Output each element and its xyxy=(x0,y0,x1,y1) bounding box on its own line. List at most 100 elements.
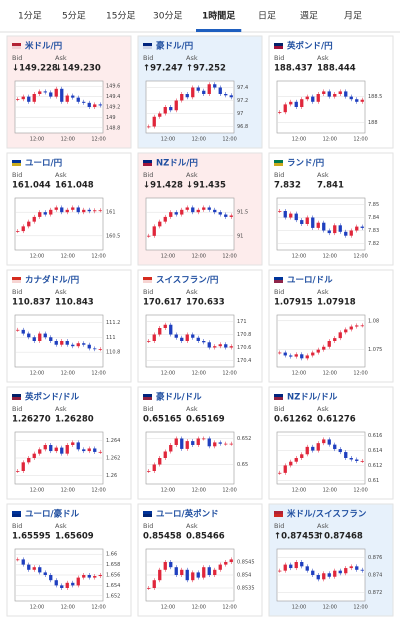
candle xyxy=(213,569,217,575)
x-tick-label: 12:00 xyxy=(30,254,44,260)
candle xyxy=(311,446,315,451)
candle xyxy=(82,575,86,578)
ask-value: 110.843 xyxy=(55,298,94,308)
candle xyxy=(174,567,178,575)
candle xyxy=(43,572,47,575)
candle xyxy=(224,94,228,96)
candle xyxy=(224,344,228,348)
y-tick-label: 110.8 xyxy=(106,350,120,356)
x-tick-label: 12:00 xyxy=(353,137,367,143)
candle xyxy=(300,354,304,359)
candle xyxy=(54,341,58,345)
candle xyxy=(333,570,337,577)
tab[interactable]: 5分足 xyxy=(62,11,86,22)
ask-label: Ask xyxy=(55,288,67,296)
candle xyxy=(158,328,162,335)
bid-label: Bid xyxy=(274,54,284,62)
y-tick-label: 91.5 xyxy=(237,210,248,216)
pair-title[interactable]: 豪ドル/円 xyxy=(156,41,193,52)
x-tick-label: 12:00 xyxy=(91,488,105,494)
bid-value: 0.85458 xyxy=(143,532,182,542)
candle xyxy=(185,207,189,210)
bid-value: 170.617 xyxy=(143,298,182,308)
candle xyxy=(43,333,47,338)
x-tick-label: 12:00 xyxy=(353,488,367,494)
pair-title[interactable]: ユーロ/円 xyxy=(25,159,62,169)
pair-title[interactable]: 英ポンド/円 xyxy=(286,41,333,52)
candle xyxy=(196,337,200,341)
pair-title[interactable]: NZドル/ドル xyxy=(287,393,338,403)
candle xyxy=(152,116,156,127)
candle xyxy=(305,446,309,455)
flag-stripe xyxy=(274,514,283,517)
candle xyxy=(169,445,173,452)
tab[interactable]: 15分足 xyxy=(106,11,135,22)
candle xyxy=(322,222,326,231)
y-tick-label: 170.6 xyxy=(237,345,251,351)
candle xyxy=(207,84,211,94)
ask-value: 170.633 xyxy=(186,298,225,308)
flag-stripe xyxy=(12,280,21,283)
x-tick-label: 12:00 xyxy=(323,371,337,377)
y-tick-label: 160.5 xyxy=(106,233,120,239)
bid-label: Bid xyxy=(12,171,22,179)
candle xyxy=(32,453,36,458)
pair-title[interactable]: カナダドル/円 xyxy=(25,275,79,286)
pair-title[interactable]: NZドル/円 xyxy=(156,159,198,169)
candle xyxy=(360,226,364,228)
candle xyxy=(327,573,331,577)
candle xyxy=(163,216,167,222)
ask-label: Ask xyxy=(186,171,198,179)
x-tick-label: 12:00 xyxy=(292,371,306,377)
candle xyxy=(16,329,20,331)
y-tick-label: 1.66 xyxy=(106,552,117,558)
x-tick-label: 12:00 xyxy=(323,137,337,143)
candle xyxy=(213,84,217,88)
candle xyxy=(49,209,53,215)
x-tick-label: 12:00 xyxy=(353,605,367,611)
x-tick-label: 12:00 xyxy=(353,371,367,377)
candle xyxy=(349,458,353,460)
candle xyxy=(327,91,331,97)
bid-value: 7.832 xyxy=(274,181,301,191)
ask-value: 1.26280 xyxy=(55,415,94,425)
candle xyxy=(147,235,151,237)
tab[interactable]: 1時間足 xyxy=(202,10,236,22)
pair-title[interactable]: ユーロ/ドル xyxy=(287,276,333,286)
candle xyxy=(16,231,20,232)
candle xyxy=(158,569,162,581)
candle xyxy=(224,443,228,445)
tab-underline xyxy=(196,29,242,32)
candle xyxy=(327,230,331,234)
tab[interactable]: 週足 xyxy=(300,11,318,22)
candle xyxy=(163,324,167,328)
pair-title[interactable]: 米ドル/スイスフラン xyxy=(287,509,367,520)
y-tick-label: 96.8 xyxy=(237,124,248,130)
tab[interactable]: 30分足 xyxy=(153,11,182,22)
pair-title[interactable]: 豪ドル/ドル xyxy=(156,392,202,403)
tab[interactable]: 日足 xyxy=(258,11,276,22)
pair-title[interactable]: ユーロ/豪ドル xyxy=(25,509,80,520)
tab[interactable]: 月足 xyxy=(344,11,362,22)
candle xyxy=(289,101,293,105)
x-tick-label: 12:00 xyxy=(192,488,206,494)
bid-value: ↑97.247 xyxy=(143,64,183,74)
candle xyxy=(229,215,233,217)
candle xyxy=(300,220,304,224)
pair-title[interactable]: 米ドル/円 xyxy=(25,41,62,52)
tab[interactable]: 1分足 xyxy=(18,11,42,22)
candle xyxy=(60,447,64,454)
candle xyxy=(316,349,320,353)
candle xyxy=(174,334,178,338)
pair-title[interactable]: 英ポンド/ドル xyxy=(24,392,80,403)
candle xyxy=(49,445,53,452)
candle xyxy=(355,226,359,231)
candle xyxy=(218,212,222,215)
pair-title[interactable]: ユーロ/英ポンド xyxy=(156,509,219,520)
pair-title[interactable]: ランド/円 xyxy=(287,159,324,169)
y-tick-label: 91 xyxy=(237,233,243,239)
x-tick-label: 12:00 xyxy=(161,137,175,143)
y-tick-label: 0.612 xyxy=(368,463,382,469)
candle xyxy=(54,580,58,586)
pair-title[interactable]: スイスフラン/円 xyxy=(156,276,218,286)
